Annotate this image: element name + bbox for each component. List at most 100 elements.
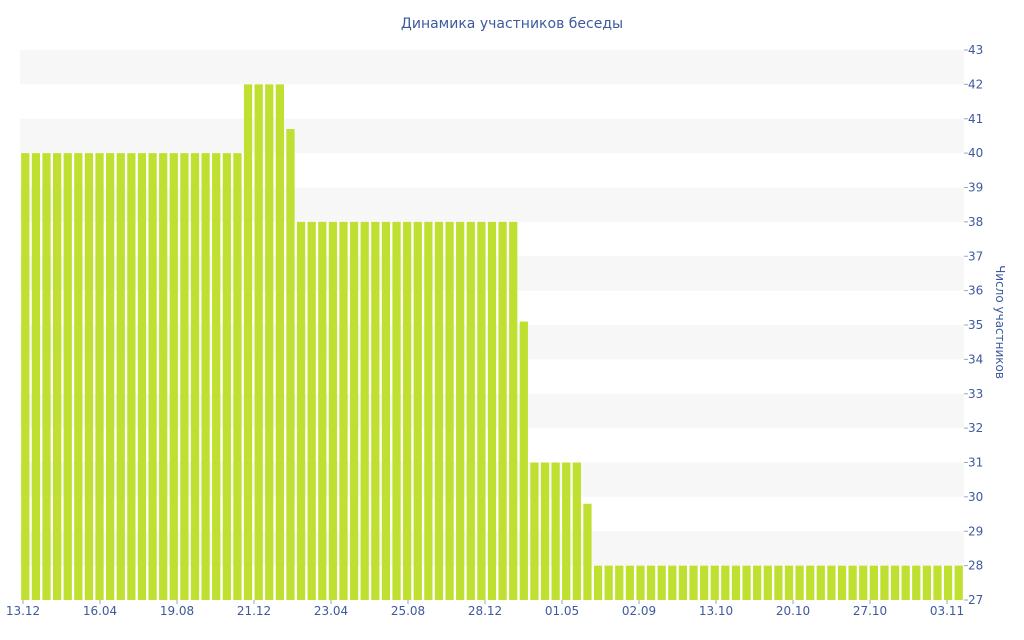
bar[interactable] <box>233 153 242 601</box>
bar[interactable] <box>243 84 253 601</box>
bar[interactable] <box>763 565 772 601</box>
bar[interactable] <box>689 565 698 601</box>
bar[interactable] <box>774 565 783 601</box>
bar[interactable] <box>710 565 719 601</box>
bar[interactable] <box>519 321 528 600</box>
bar[interactable] <box>222 153 231 601</box>
bar[interactable] <box>880 565 889 601</box>
y-tick-label: 34 <box>968 352 983 366</box>
bar[interactable] <box>265 84 274 601</box>
bar[interactable] <box>890 565 900 601</box>
bar[interactable] <box>572 462 581 601</box>
bar[interactable] <box>360 221 369 601</box>
bar[interactable] <box>806 565 815 601</box>
y-axis-ticks: 27 28 29 30 31 32 33 34 35 36 37 38 39 40 41 42 43 <box>964 43 983 607</box>
bar[interactable] <box>190 153 200 601</box>
bar[interactable] <box>530 462 539 601</box>
bar[interactable] <box>784 565 794 601</box>
bar[interactable] <box>827 565 836 601</box>
bar[interactable] <box>434 221 444 601</box>
bar[interactable] <box>477 221 486 601</box>
bar[interactable] <box>625 565 635 601</box>
bar[interactable] <box>180 153 189 601</box>
bar[interactable] <box>837 565 847 601</box>
bar[interactable] <box>678 565 688 601</box>
bar[interactable] <box>148 153 157 601</box>
bar[interactable] <box>424 221 433 601</box>
bar[interactable] <box>901 565 910 601</box>
x-tick-label: 19.08 <box>160 604 194 618</box>
bar[interactable] <box>63 153 72 601</box>
bar[interactable] <box>456 221 465 601</box>
y-tick-label: 30 <box>968 490 983 504</box>
bar[interactable] <box>912 565 921 601</box>
bar[interactable] <box>169 153 178 601</box>
bar[interactable] <box>933 565 942 601</box>
bar[interactable] <box>74 153 83 601</box>
bar[interactable] <box>753 565 762 601</box>
bar[interactable] <box>954 565 963 601</box>
bar[interactable] <box>254 84 263 601</box>
bar[interactable] <box>509 221 518 601</box>
bar[interactable] <box>116 153 125 601</box>
bar[interactable] <box>540 462 550 601</box>
bar[interactable] <box>349 221 359 601</box>
bar[interactable] <box>201 153 210 601</box>
chart-title: Динамика участников беседы <box>401 16 623 32</box>
bar[interactable] <box>466 221 475 601</box>
bar[interactable] <box>721 565 730 601</box>
y-tick-label: 42 <box>968 77 983 91</box>
bar[interactable] <box>445 221 454 601</box>
bar[interactable] <box>413 221 422 601</box>
bar[interactable] <box>159 153 168 601</box>
bar[interactable] <box>869 565 878 601</box>
bar[interactable] <box>381 221 391 601</box>
bar[interactable] <box>392 221 401 601</box>
bar[interactable] <box>943 565 953 601</box>
bar[interactable] <box>371 221 380 601</box>
bar[interactable] <box>296 221 306 601</box>
bar[interactable] <box>795 565 804 601</box>
bar[interactable] <box>84 153 94 601</box>
x-tick-label: 16.04 <box>83 604 117 618</box>
bar[interactable] <box>816 565 825 601</box>
bar[interactable] <box>593 565 603 601</box>
bar[interactable] <box>286 129 295 600</box>
bar[interactable] <box>636 565 645 601</box>
bar[interactable] <box>212 153 221 601</box>
bar[interactable] <box>615 565 624 601</box>
bar[interactable] <box>42 153 51 601</box>
bar[interactable] <box>31 153 41 601</box>
bar[interactable] <box>137 153 147 601</box>
bar[interactable] <box>700 565 709 601</box>
bar[interactable] <box>657 565 666 601</box>
bar[interactable] <box>487 221 497 601</box>
bar[interactable] <box>583 503 592 600</box>
bar[interactable] <box>742 565 751 601</box>
bar[interactable] <box>668 565 677 601</box>
bar[interactable] <box>106 153 115 601</box>
bar[interactable] <box>403 221 412 601</box>
bar[interactable] <box>339 221 348 601</box>
bar[interactable] <box>922 565 932 601</box>
bar[interactable] <box>551 462 560 601</box>
x-tick-label: 01.05 <box>545 604 579 618</box>
bar[interactable] <box>562 462 571 601</box>
bar[interactable] <box>646 565 656 601</box>
bar[interactable] <box>21 153 30 601</box>
bar[interactable] <box>95 153 104 601</box>
bar[interactable] <box>328 221 338 601</box>
bar[interactable] <box>318 221 327 601</box>
y-tick-label: 39 <box>968 181 983 195</box>
bar[interactable] <box>731 565 741 601</box>
bar[interactable] <box>859 565 868 601</box>
bar[interactable] <box>52 153 62 601</box>
bar[interactable] <box>848 565 857 601</box>
bar[interactable] <box>127 153 136 601</box>
x-tick-label: 13.10 <box>699 604 733 618</box>
bar[interactable] <box>498 221 507 601</box>
x-tick-label: 21.12 <box>237 604 271 618</box>
bar[interactable] <box>275 84 284 601</box>
bar[interactable] <box>307 221 316 601</box>
bar[interactable] <box>604 565 613 601</box>
